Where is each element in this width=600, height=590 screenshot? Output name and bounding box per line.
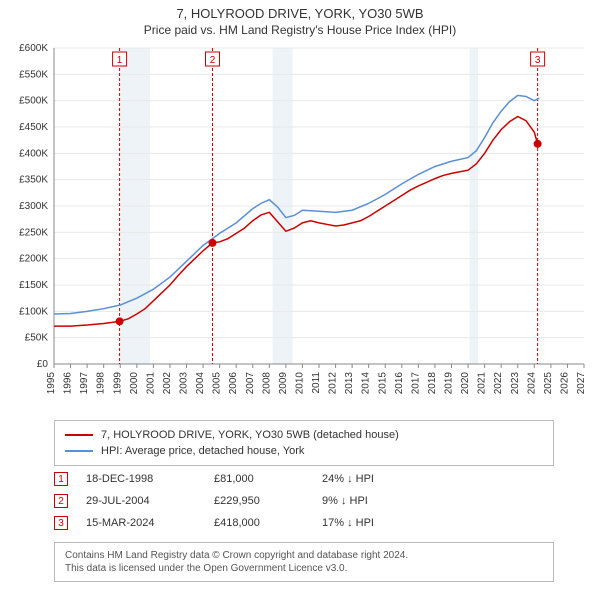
legend: 7, HOLYROOD DRIVE, YORK, YO30 5WB (detac… (54, 420, 554, 466)
svg-text:2009: 2009 (278, 372, 289, 395)
svg-text:£500K: £500K (19, 96, 48, 107)
svg-text:1996: 1996 (63, 372, 74, 395)
svg-text:1998: 1998 (96, 372, 107, 395)
legend-row: HPI: Average price, detached house, York (65, 443, 543, 459)
svg-text:1999: 1999 (112, 372, 123, 395)
sale-marker-icon: 2 (54, 494, 68, 508)
svg-text:2000: 2000 (129, 372, 140, 395)
svg-text:1: 1 (117, 55, 123, 66)
svg-text:2006: 2006 (228, 372, 239, 395)
sale-price: £81,000 (214, 473, 304, 485)
svg-text:2022: 2022 (493, 372, 504, 395)
svg-text:£100K: £100K (19, 306, 48, 317)
sale-row: 1 18-DEC-1998 £81,000 24% ↓ HPI (54, 468, 554, 490)
svg-text:2015: 2015 (377, 372, 388, 395)
svg-text:2020: 2020 (460, 372, 471, 395)
svg-text:£150K: £150K (19, 280, 48, 291)
svg-text:2026: 2026 (559, 372, 570, 395)
svg-text:2018: 2018 (427, 372, 438, 395)
svg-text:2002: 2002 (162, 372, 173, 395)
svg-text:2005: 2005 (212, 372, 223, 395)
svg-text:2001: 2001 (145, 372, 156, 395)
svg-text:2011: 2011 (311, 372, 322, 394)
svg-text:2014: 2014 (361, 372, 372, 395)
svg-text:£600K: £600K (19, 43, 48, 54)
sale-row: 3 15-MAR-2024 £418,000 17% ↓ HPI (54, 512, 554, 534)
svg-text:2021: 2021 (477, 372, 488, 395)
svg-text:1997: 1997 (79, 372, 90, 395)
svg-text:2023: 2023 (510, 372, 521, 395)
svg-text:2013: 2013 (344, 372, 355, 395)
sale-marker-icon: 1 (54, 472, 68, 486)
legend-row: 7, HOLYROOD DRIVE, YORK, YO30 5WB (detac… (65, 427, 543, 443)
svg-text:2012: 2012 (328, 372, 339, 395)
sale-date: 29-JUL-2004 (86, 495, 196, 507)
svg-text:1995: 1995 (46, 372, 57, 395)
svg-text:2019: 2019 (444, 372, 455, 395)
svg-text:£300K: £300K (19, 201, 48, 212)
sale-pct: 17% ↓ HPI (322, 517, 432, 529)
svg-text:£50K: £50K (25, 333, 49, 344)
attribution: Contains HM Land Registry data © Crown c… (54, 542, 554, 582)
svg-text:£550K: £550K (19, 69, 48, 80)
attribution-line: This data is licensed under the Open Gov… (65, 562, 543, 575)
sale-price: £418,000 (214, 517, 304, 529)
svg-text:2027: 2027 (576, 372, 587, 395)
sale-pct: 24% ↓ HPI (322, 473, 432, 485)
chart-title: 7, HOLYROOD DRIVE, YORK, YO30 5WB (0, 0, 600, 21)
sale-price: £229,950 (214, 495, 304, 507)
sale-date: 15-MAR-2024 (86, 517, 196, 529)
sale-pct: 9% ↓ HPI (322, 495, 432, 507)
sale-date: 18-DEC-1998 (86, 473, 196, 485)
sales-list: 1 18-DEC-1998 £81,000 24% ↓ HPI 2 29-JUL… (54, 468, 554, 534)
svg-text:2025: 2025 (543, 372, 554, 395)
chart-area: £0 £50K £100K £150K £200K £250K £300K £350K £400… (0, 42, 600, 412)
svg-text:£350K: £350K (19, 175, 48, 186)
attribution-line: Contains HM Land Registry data © Crown c… (65, 549, 543, 562)
svg-text:2: 2 (210, 55, 216, 66)
sale-marker-icon: 3 (54, 516, 68, 530)
sale-row: 2 29-JUL-2004 £229,950 9% ↓ HPI (54, 490, 554, 512)
svg-text:£0: £0 (37, 359, 49, 370)
svg-text:2007: 2007 (245, 372, 256, 395)
legend-label: HPI: Average price, detached house, York (101, 445, 304, 457)
svg-text:2003: 2003 (179, 372, 190, 395)
legend-label: 7, HOLYROOD DRIVE, YORK, YO30 5WB (detac… (101, 429, 399, 441)
svg-text:£250K: £250K (19, 227, 48, 238)
svg-text:2016: 2016 (394, 372, 405, 395)
chart-subtitle: Price paid vs. HM Land Registry's House … (0, 21, 600, 37)
legend-swatch (65, 450, 93, 452)
svg-text:£200K: £200K (19, 254, 48, 265)
legend-swatch (65, 434, 93, 436)
svg-text:£450K: £450K (19, 122, 48, 133)
line-chart: £0 £50K £100K £150K £200K £250K £300K £350K £400… (0, 42, 600, 412)
svg-text:2017: 2017 (410, 372, 421, 395)
svg-text:2008: 2008 (261, 372, 272, 395)
svg-text:2010: 2010 (294, 372, 305, 395)
svg-text:2004: 2004 (195, 372, 206, 395)
svg-text:3: 3 (535, 55, 541, 66)
svg-text:£400K: £400K (19, 148, 48, 159)
svg-text:2024: 2024 (526, 372, 537, 395)
